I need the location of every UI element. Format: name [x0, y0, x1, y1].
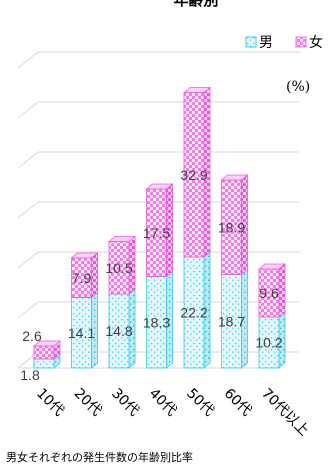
data-label-male: 10.2 [255, 335, 282, 351]
data-labels: 1.8 2.6 14.1 7.9 14.8 10.5 18.3 17.5 22.2 32.9 18.… [20, 167, 283, 383]
unit-label: (%) [286, 79, 310, 95]
data-label-female: 10.5 [105, 260, 132, 276]
bar-female [32, 340, 62, 360]
legend-label-female: 女 [309, 34, 323, 51]
bar-female [70, 252, 99, 299]
category-label: 20代 [71, 386, 105, 420]
bar-female-top [182, 87, 212, 93]
bar-female [182, 86, 212, 258]
category-label: 50代 [183, 386, 217, 420]
data-label-female: 7.9 [72, 270, 92, 286]
data-label-male: 14.1 [68, 325, 95, 341]
legend-swatch-female [295, 36, 307, 48]
gridline-edge [17, 51, 39, 69]
gridline-edge [17, 251, 39, 269]
bar-female-top [70, 252, 99, 259]
bar-female-top [107, 236, 137, 242]
data-label-male: 14.8 [105, 323, 132, 339]
bar-female-side [278, 263, 286, 318]
chart-caption: 男女それぞれの発生件数の年齢別比率 [6, 450, 193, 464]
category-label: 10代 [33, 386, 67, 420]
data-label-female: 17.5 [143, 225, 170, 241]
legend-label-male: 男 [259, 35, 273, 51]
gridline-edge [17, 301, 39, 319]
bar-female-front [33, 345, 55, 360]
category-label: 40代 [146, 386, 180, 420]
bar-female [220, 174, 249, 276]
bars [32, 86, 287, 369]
gridline-edge [17, 101, 39, 119]
data-label-female: 2.6 [22, 328, 42, 344]
legend-swatch-male [245, 36, 257, 48]
data-label-male: 18.7 [218, 313, 245, 329]
bar-female [145, 183, 174, 278]
bar-female [257, 263, 287, 318]
gridline-edge [17, 151, 39, 169]
data-label-female: 9.6 [259, 285, 279, 301]
category-label: 70代以上 [258, 386, 312, 440]
bar-female-top [32, 340, 62, 347]
category-label: 60代 [221, 386, 255, 420]
data-label-male: 18.3 [143, 314, 170, 330]
data-label-female: 18.9 [218, 219, 245, 235]
gridline-edge [17, 201, 39, 219]
bar-female-top [257, 263, 287, 270]
chart-title: 年齢別 [173, 0, 218, 9]
bar-female [107, 235, 137, 295]
data-label-male: 1.8 [20, 367, 40, 383]
bar-female-top [220, 174, 249, 181]
legend: 男 女 [245, 34, 323, 51]
bar-female-side [91, 252, 98, 299]
bar-female-top [145, 183, 174, 190]
category-label: 30代 [108, 386, 142, 420]
category-axis: 10代 20代 30代 40代 50代 60代 70代以上 [33, 386, 312, 440]
data-label-male: 22.2 [180, 305, 207, 321]
data-label-female: 32.9 [180, 167, 207, 183]
